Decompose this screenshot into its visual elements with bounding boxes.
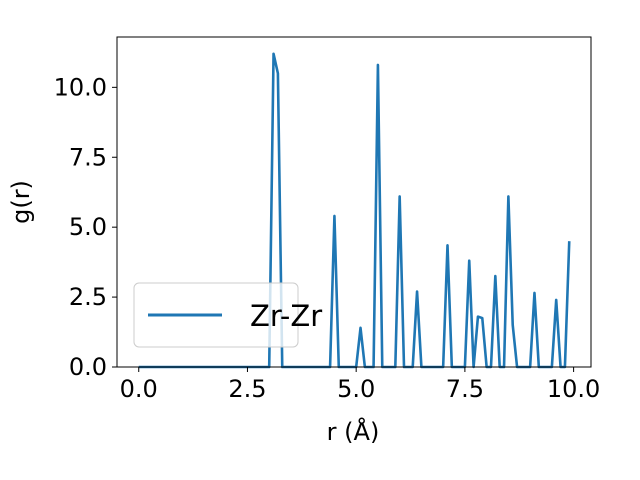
y-tick-label: 0.0 <box>69 353 107 381</box>
y-axis-label: g(r) <box>7 180 35 224</box>
x-tick-label: 0.0 <box>120 375 158 403</box>
x-axis-label: r (Å) <box>327 417 380 446</box>
x-tick-label: 2.5 <box>228 375 266 403</box>
y-tick-label: 7.5 <box>69 143 107 171</box>
plot-frame <box>116 36 592 368</box>
legend: Zr-Zr <box>133 282 322 348</box>
y-tick-label: 5.0 <box>69 213 107 241</box>
x-tick-label: 7.5 <box>446 375 484 403</box>
y-tick-label: 2.5 <box>69 283 107 311</box>
x-tick-label: 10.0 <box>547 375 600 403</box>
x-axis: 0.0 2.5 5.0 7.5 10.0 <box>120 367 600 403</box>
legend-label: Zr-Zr <box>250 299 322 333</box>
y-tick-label: 10.0 <box>54 73 107 101</box>
x-tick-label: 5.0 <box>337 375 375 403</box>
y-axis: 0.0 2.5 5.0 7.5 10.0 <box>54 73 117 381</box>
